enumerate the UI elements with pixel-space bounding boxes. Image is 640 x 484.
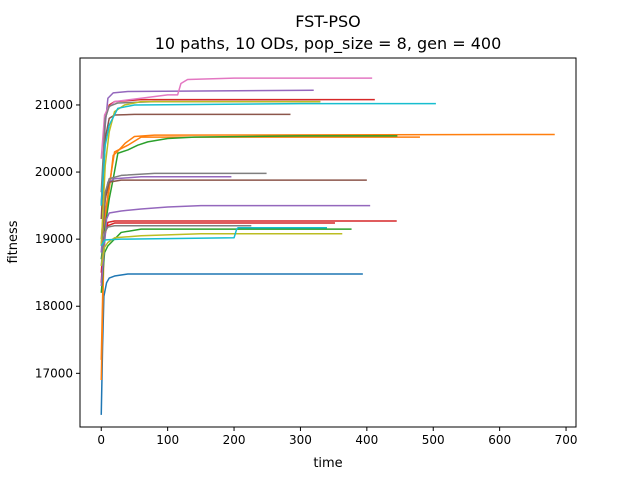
x-tick-label: 400 — [355, 433, 378, 447]
chart-title: FST-PSO — [295, 12, 361, 31]
series-line-12 — [100, 113, 291, 220]
y-tick-label: 21000 — [35, 98, 73, 112]
series-layer — [100, 77, 555, 415]
x-tick-label: 600 — [488, 433, 511, 447]
series-line-20 — [100, 102, 436, 206]
x-axis-label: time — [313, 456, 342, 471]
series-line-3 — [100, 228, 352, 293]
x-tick-label: 100 — [156, 433, 179, 447]
tick-layer: 0 100 200 300 400 500 600 700 17000 18000 19000 200… — [35, 98, 578, 447]
x-tick-label: 0 — [97, 433, 105, 447]
series-line-15 — [100, 172, 267, 240]
series-line-7 — [100, 98, 375, 206]
series-line-10 — [100, 176, 232, 253]
y-tick-label: 18000 — [35, 299, 73, 313]
series-line-13 — [100, 77, 373, 159]
x-tick-label: 700 — [555, 433, 578, 447]
chart-subtitle: 10 paths, 10 ODs, pop_size = 8, gen = 40… — [155, 34, 502, 54]
y-tick-label: 20000 — [35, 165, 73, 179]
y-axis-label: fitness — [6, 220, 21, 263]
plot-frame — [79, 57, 577, 428]
series-line-0 — [100, 273, 363, 415]
x-tick-label: 200 — [223, 433, 246, 447]
y-tick-label: 17000 — [35, 366, 73, 380]
x-tick-label: 300 — [289, 433, 312, 447]
series-line-17 — [100, 233, 343, 267]
x-tick-label: 500 — [422, 433, 445, 447]
y-tick-label: 19000 — [35, 232, 73, 246]
series-line-18 — [100, 100, 321, 246]
series-line-2 — [100, 136, 420, 381]
series-line-8 — [100, 204, 371, 287]
series-line-19 — [100, 226, 327, 247]
series-line-4 — [100, 135, 398, 260]
series-line-1 — [100, 133, 555, 360]
